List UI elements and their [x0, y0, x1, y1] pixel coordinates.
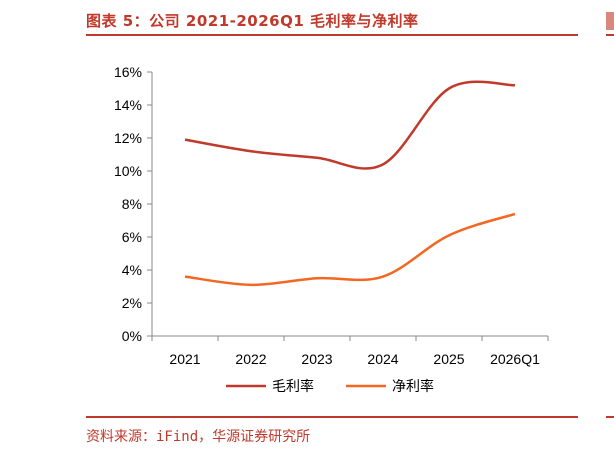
- chart-title: 图表 5：公司 2021-2026Q1 毛利率与净利率: [86, 12, 419, 30]
- y-tick-label: 8%: [122, 196, 142, 212]
- y-tick-label: 10%: [114, 163, 142, 179]
- source-rule: [86, 416, 578, 418]
- y-tick-label: 16%: [114, 64, 142, 80]
- gross-margin-line: [184, 80, 516, 170]
- y-tick-label: 0%: [122, 328, 142, 344]
- adjacent-panel-rule: [606, 34, 614, 36]
- adjacent-source-rule: [606, 416, 614, 418]
- x-tick-label: 2024: [367, 351, 398, 367]
- x-tick-label: 2021: [169, 351, 200, 367]
- x-tick-label: 2022: [235, 351, 266, 367]
- y-tick-label: 12%: [114, 130, 142, 146]
- net-margin-line: [184, 212, 516, 287]
- title-rule: [86, 34, 578, 36]
- y-tick-label: 6%: [122, 229, 142, 245]
- y-tick-label: 2%: [122, 295, 142, 311]
- x-tick-label: 2023: [301, 351, 332, 367]
- y-tick-label: 14%: [114, 97, 142, 113]
- x-tick-label: 2026Q1: [490, 351, 540, 367]
- x-tick-label: 2025: [433, 351, 464, 367]
- source-note: 资料来源：iFind，华源证券研究所: [86, 429, 311, 445]
- legend-net-margin-label: 净利率: [392, 378, 434, 395]
- y-tick-label: 4%: [122, 262, 142, 278]
- line-chart: 0% 2% 4% 6% 8% 10% 12% 14% 16% 2021 2022 2023 2024 20…: [114, 64, 549, 395]
- legend-gross-margin-label: 毛利率: [272, 378, 314, 395]
- adjacent-panel-edge: [606, 12, 614, 30]
